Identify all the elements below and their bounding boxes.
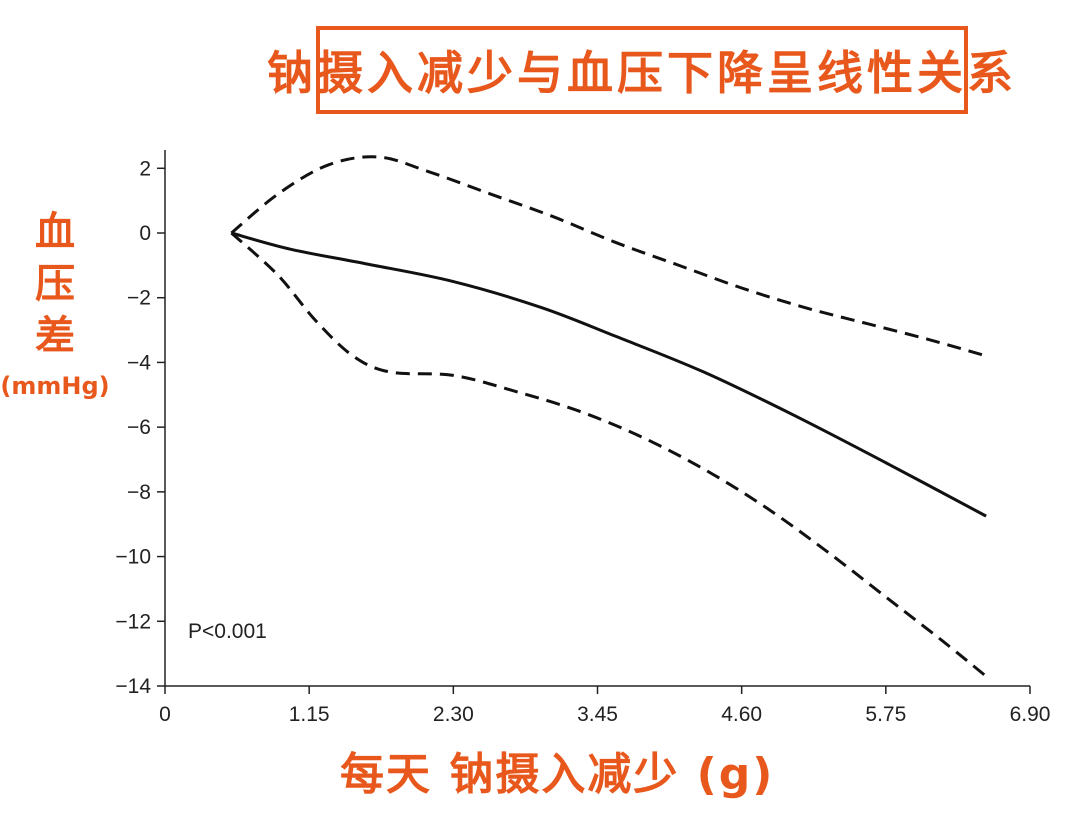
x-tick-label: 3.45 [577,703,618,726]
y-axis-label-main: 血压差 [35,209,75,359]
x-tick-label: 5.75 [865,703,906,726]
estimate-line [231,231,987,518]
x-axis-label: 每天 钠摄入减少 (g) [340,749,775,800]
y-tick-label: −2 [127,287,151,310]
y-tick-label: −8 [127,481,151,504]
p-value-annotation: P<0.001 [188,620,267,643]
y-tick-label: −14 [115,675,151,698]
x-tick-label: 4.60 [721,703,762,726]
upper-ci-line [230,155,987,358]
y-tick-label: 2 [139,157,151,180]
y-tick-label: −6 [127,416,151,439]
x-tick-label: 2.30 [433,703,474,726]
chart-title: 钠摄入减少与血压下降呈线性关系 [267,46,1017,100]
x-tick-label: 1.15 [289,703,330,726]
y-tick-label: −10 [115,546,151,569]
y-tick-label: −4 [127,351,151,374]
lower-ci-line [230,231,988,678]
x-tick-label: 6.90 [1010,703,1051,726]
chart-title-box: 钠摄入减少与血压下降呈线性关系 [267,26,1013,114]
y-tick-label: 0 [139,222,151,245]
y-tick-label: −12 [115,610,151,633]
x-tick-label: 0 [159,703,171,726]
y-axis-label-unit: (mmHg) [0,372,110,400]
y-axis-label: 血压差 (mmHg) [0,206,110,476]
